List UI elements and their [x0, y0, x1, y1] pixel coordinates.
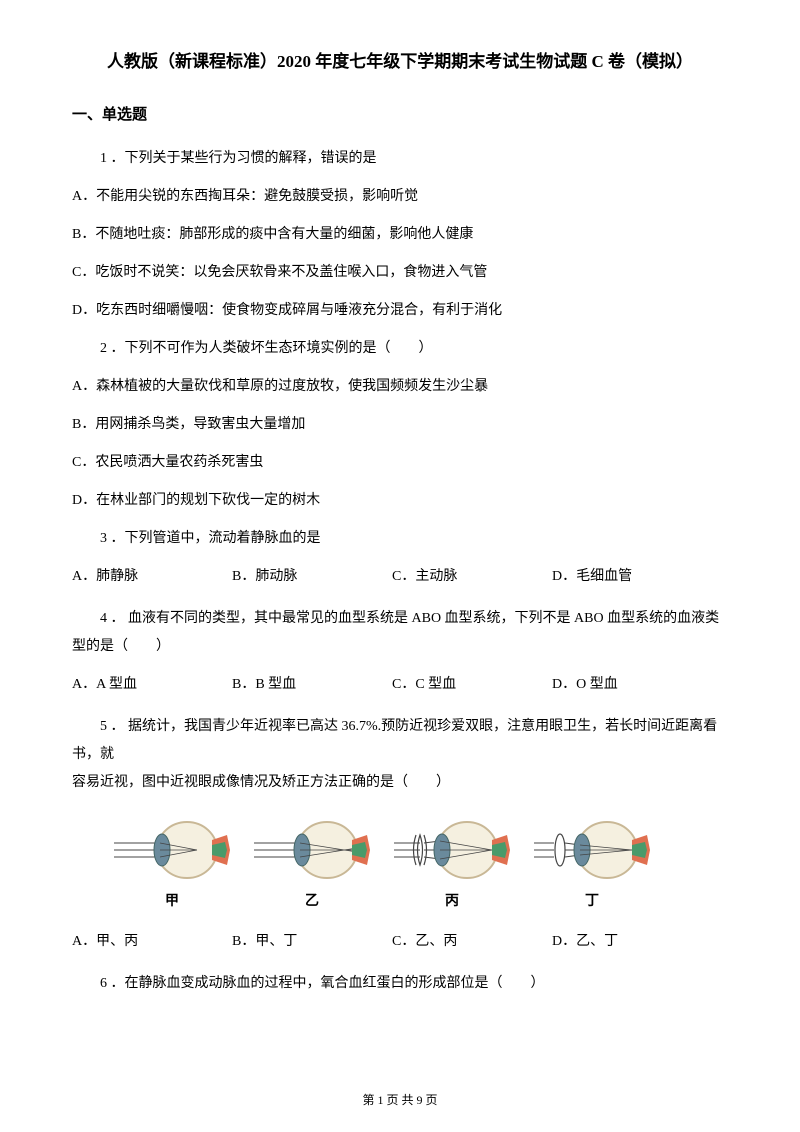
- q5-option-b: B．甲、丁: [232, 928, 392, 956]
- q5-option-d: D．乙、丁: [552, 928, 712, 956]
- eye-diagram-jia: [112, 815, 232, 885]
- q4-option-c: C．C 型血: [392, 671, 552, 699]
- eye-diagram-yi: [252, 815, 372, 885]
- q4-option-a: A．A 型血: [72, 671, 232, 699]
- eye-diagram-bing: [392, 815, 512, 885]
- q2-option-b: B．用网捕杀鸟类，导致害虫大量增加: [72, 411, 728, 439]
- q5-option-a: A．甲、丙: [72, 928, 232, 956]
- q4-text: 4 ． 血液有不同的类型，其中最常见的血型系统是 ABO 血型系统，下列不是 A…: [72, 605, 728, 661]
- page-title: 人教版（新课程标准）2020 年度七年级下学期期末考试生物试题 C 卷（模拟）: [72, 48, 728, 75]
- q5-text-line1: 5 ． 据统计，我国青少年近视率已高达 36.7%.预防近视珍爱双眼，注意用眼卫…: [72, 713, 728, 769]
- diagram-labels: 甲 乙 丙 丁: [102, 891, 662, 913]
- q3-option-d: D．毛细血管: [552, 563, 712, 591]
- q5-option-c: C．乙、丙: [392, 928, 552, 956]
- q3-text: 3 ．下列管道中，流动着静脉血的是: [72, 525, 728, 553]
- q4-option-d: D．O 型血: [552, 671, 712, 699]
- label-ding: 丁: [532, 891, 652, 913]
- q1-option-b: B．不随地吐痰：肺部形成的痰中含有大量的细菌，影响他人健康: [72, 221, 728, 249]
- q2-option-d: D．在林业部门的规划下砍伐一定的树木: [72, 487, 728, 515]
- eye-diagram-ding: [532, 815, 652, 885]
- q5-options: A．甲、丙 B．甲、丁 C．乙、丙 D．乙、丁: [72, 928, 728, 956]
- q1-text: 1 ．下列关于某些行为习惯的解释，错误的是: [72, 145, 728, 173]
- q1-option-c: C．吃饭时不说笑：以免会厌软骨来不及盖住喉入口，食物进入气管: [72, 259, 728, 287]
- q4-option-b: B．B 型血: [232, 671, 392, 699]
- q2-option-a: A．森林植被的大量砍伐和草原的过度放牧，使我国频频发生沙尘暴: [72, 373, 728, 401]
- q3-option-c: C．主动脉: [392, 563, 552, 591]
- q3-option-a: A．肺静脉: [72, 563, 232, 591]
- section-header: 一、单选题: [72, 103, 728, 127]
- q2-option-c: C．农民喷洒大量农药杀死害虫: [72, 449, 728, 477]
- q3-option-b: B．肺动脉: [232, 563, 392, 591]
- q4-options: A．A 型血 B．B 型血 C．C 型血 D．O 型血: [72, 671, 728, 699]
- label-yi: 乙: [252, 891, 372, 913]
- eye-diagram-row: [102, 815, 662, 885]
- q2-text: 2 ．下列不可作为人类破坏生态环境实例的是（ ）: [72, 335, 728, 363]
- q3-options: A．肺静脉 B．肺动脉 C．主动脉 D．毛细血管: [72, 563, 728, 591]
- label-jia: 甲: [112, 891, 232, 913]
- q1-option-a: A．不能用尖锐的东西掏耳朵：避免鼓膜受损，影响听觉: [72, 183, 728, 211]
- q5-text-line2: 容易近视，图中近视眼成像情况及矫正方法正确的是（ ）: [72, 769, 728, 797]
- label-bing: 丙: [392, 891, 512, 913]
- q1-option-d: D．吃东西时细嚼慢咽：使食物变成碎屑与唾液充分混合，有利于消化: [72, 297, 728, 325]
- page-footer: 第 1 页 共 9 页: [0, 1091, 800, 1110]
- q6-text: 6 ．在静脉血变成动脉血的过程中，氧合血红蛋白的形成部位是（ ）: [72, 970, 728, 998]
